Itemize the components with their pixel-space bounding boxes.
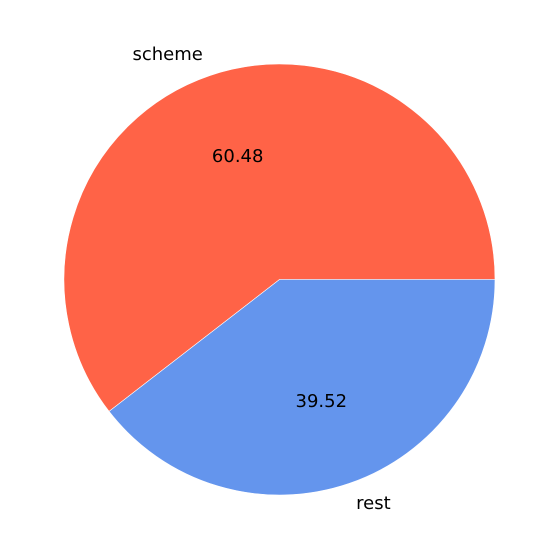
slice-value-rest: 39.52 xyxy=(296,391,348,412)
slice-label-rest: rest xyxy=(356,493,391,514)
pie-labels: scheme 60.48 rest 39.52 xyxy=(132,44,390,514)
pie-slice-scheme xyxy=(63,63,496,412)
pie-slice-rest xyxy=(108,279,496,496)
slice-value-scheme: 60.48 xyxy=(212,146,264,167)
pie-slices xyxy=(63,63,496,496)
slice-label-scheme: scheme xyxy=(132,44,202,65)
